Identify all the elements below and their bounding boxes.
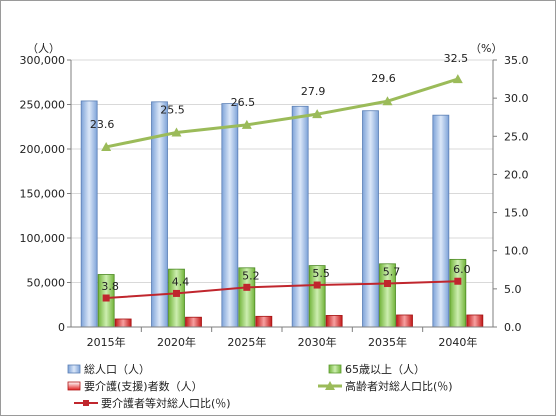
marker-elderly-ratio [452, 74, 463, 84]
legend-label-total-population: 総人口（人） [84, 362, 150, 376]
data-label-care-ratio: 5.2 [242, 269, 260, 282]
left-tick-label: 200,000 [20, 143, 66, 156]
data-label-elderly-ratio: 27.9 [301, 85, 326, 98]
legend-label-elderly-ratio: 高齢者対総人口比(％) [345, 379, 453, 393]
legend-swatch-age65-plus [328, 364, 342, 374]
data-label-elderly-ratio: 25.5 [160, 103, 185, 116]
x-tick-label: 2020年 [157, 335, 196, 349]
marker-care-ratio [243, 283, 251, 291]
right-tick-label: 20.0 [504, 168, 529, 181]
legend-marker-elderly-ratio [325, 381, 335, 390]
left-tick-label: 100,000 [20, 232, 66, 245]
x-tick-label: 2035年 [368, 335, 407, 349]
right-tick-label: 5.0 [504, 283, 522, 296]
left-axis-unit: （人） [27, 42, 60, 55]
legend-label-age65-plus: 65歳以上（人） [345, 363, 425, 376]
legend: 総人口（人） 65歳以上（人） 要介護(支援)者数（人） 高齢者対総人口比(％)… [67, 362, 453, 410]
x-tick-label: 2040年 [438, 335, 477, 349]
data-label-care-ratio: 6.0 [453, 263, 471, 276]
data-label-care-ratio: 3.8 [101, 280, 119, 293]
left-tick-label: 150,000 [20, 188, 66, 201]
data-label-care-ratio: 5.5 [312, 267, 330, 280]
marker-elderly-ratio [312, 109, 323, 119]
legend-marker-care-ratio [83, 400, 89, 406]
line-series-group: 23.6 25.5 26.5 27.9 29.6 32.5 3.8 4.4 5.2 5.5 5.7 6… [90, 52, 471, 302]
marker-care-ratio [102, 294, 110, 302]
right-tick-label: 15.0 [504, 207, 529, 220]
marker-elderly-ratio [101, 141, 112, 151]
data-label-elderly-ratio: 29.6 [371, 72, 396, 85]
right-tick-label: 35.0 [504, 54, 529, 67]
data-label-elderly-ratio: 23.6 [90, 118, 115, 131]
marker-elderly-ratio [171, 127, 182, 137]
marker-care-ratio [384, 280, 391, 288]
x-tick-label: 2015年 [87, 335, 126, 349]
right-tick-label: 30.0 [504, 92, 529, 105]
legend-swatch-total-population [67, 364, 81, 374]
data-label-care-ratio: 5.7 [383, 266, 401, 279]
axes: 0 50,000 100,000 150,000 200,000 250,000 300,0… [20, 54, 529, 349]
bar-care-certified [185, 316, 202, 328]
marker-care-ratio [313, 281, 321, 289]
right-tick-label: 0.0 [504, 321, 522, 334]
marker-care-ratio [454, 277, 462, 285]
bar-total-population [80, 100, 98, 328]
data-label-care-ratio: 4.4 [172, 275, 190, 288]
bar-total-population [221, 103, 239, 328]
right-tick-label: 10.0 [504, 245, 529, 258]
bar-total-population [291, 105, 309, 328]
data-label-elderly-ratio: 26.5 [231, 96, 256, 109]
bar-care-certified [255, 315, 273, 328]
bar-care-certified [114, 318, 132, 328]
bar-series-group [80, 100, 484, 328]
legend-label-care-ratio: 要介護者等対総人口比(％) [101, 396, 231, 410]
bar-total-population [362, 110, 379, 328]
bar-care-certified [325, 315, 343, 328]
legend-swatch-care-certified [67, 381, 81, 391]
bar-care-certified [466, 314, 484, 328]
data-label-elderly-ratio: 32.5 [444, 52, 469, 65]
bar-care-certified [396, 314, 413, 328]
marker-care-ratio [173, 289, 180, 297]
x-tick-label: 2025年 [227, 335, 266, 349]
right-tick-label: 25.0 [504, 130, 529, 143]
marker-elderly-ratio [241, 119, 252, 129]
left-tick-label: 250,000 [20, 99, 66, 112]
marker-elderly-ratio [382, 96, 393, 106]
left-tick-label: 50,000 [27, 277, 66, 290]
legend-label-care-certified: 要介護(支援)者数（人） [84, 379, 203, 393]
left-tick-label: 0 [58, 321, 65, 334]
right-axis-unit: （%） [470, 42, 502, 55]
x-tick-label: 2030年 [298, 335, 337, 349]
bar-total-population [432, 114, 450, 328]
line-care-ratio [106, 280, 458, 300]
left-tick-label: 300,000 [20, 54, 66, 67]
line-elderly-ratio [105, 77, 459, 149]
